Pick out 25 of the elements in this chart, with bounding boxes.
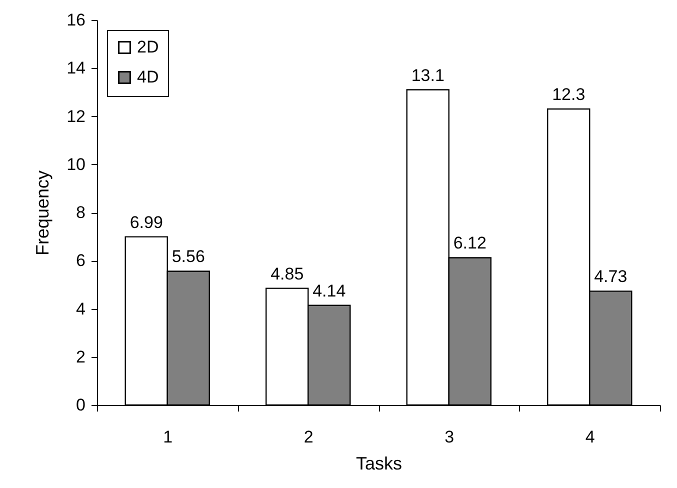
x-tick-label: 3 xyxy=(444,428,454,446)
data-label: 6.99 xyxy=(130,212,163,232)
data-label: 4.14 xyxy=(312,281,346,300)
data-label: 4.85 xyxy=(270,264,304,284)
data-label: 4.73 xyxy=(594,267,628,286)
data-label: 13.1 xyxy=(411,66,444,85)
data-label: 12.3 xyxy=(552,85,586,104)
data-label: 6.12 xyxy=(453,234,486,253)
x-axis-title: Tasks xyxy=(356,454,402,474)
y-tick-label: 4 xyxy=(76,299,86,318)
y-tick-label: 10 xyxy=(66,154,86,174)
y-tick-label: 2 xyxy=(76,347,86,366)
y-tick-label: 6 xyxy=(76,251,86,270)
legend-label: 4D xyxy=(137,68,159,86)
x-tick-label: 1 xyxy=(163,428,173,446)
y-tick-label: 14 xyxy=(66,58,86,78)
x-tick-label: 4 xyxy=(585,428,595,446)
data-label: 5.56 xyxy=(172,247,205,266)
y-tick-label: 12 xyxy=(66,106,86,126)
x-tick-label: 2 xyxy=(304,428,314,446)
y-tick-label: 8 xyxy=(76,203,86,222)
y-tick-label: 16 xyxy=(66,10,86,30)
y-axis-title: Frequency xyxy=(32,170,53,256)
legend-label: 2D xyxy=(137,38,159,56)
y-tick-label: 0 xyxy=(76,396,86,414)
